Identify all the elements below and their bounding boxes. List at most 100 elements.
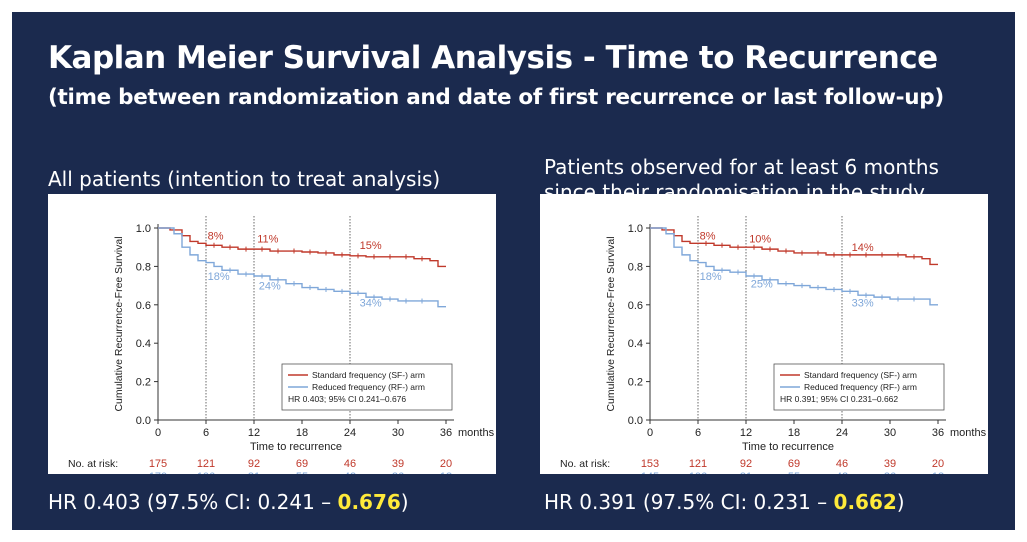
at-risk-reduced: 26	[884, 471, 896, 474]
at-risk-reduced: 18	[440, 471, 452, 474]
legend-hr-text: HR 0.403; 95% CI 0.241–0.676	[288, 394, 406, 404]
legend-entry: Standard frequency (SF-) arm	[804, 370, 917, 380]
x-tick-label: 18	[296, 427, 308, 439]
y-tick-label: 0.4	[628, 338, 643, 350]
hr-caption-2: HR 0.391 (97.5% CI: 0.231 – 0.662)	[544, 490, 905, 514]
y-tick-label: 0.6	[628, 300, 643, 312]
y-tick-label: 0.4	[136, 338, 151, 350]
percent-annotation: 8%	[700, 231, 716, 243]
legend-hr-text: HR 0.391; 95% CI 0.231–0.662	[780, 394, 898, 404]
legend-entry: Reduced frequency (RF-) arm	[312, 382, 425, 392]
at-risk-reduced: 18	[932, 471, 944, 474]
at-risk-standard: 175	[149, 458, 167, 470]
x-tick-label: 6	[203, 427, 209, 439]
slide: Kaplan Meier Survival Analysis - Time to…	[12, 12, 1015, 530]
percent-annotation: 8%	[208, 231, 224, 243]
hr-caption-1: HR 0.403 (97.5% CI: 0.241 – 0.676)	[48, 490, 409, 514]
x-tick-label: 30	[392, 427, 404, 439]
chart-panel-1: 0.0 0.2 0.4 0.6 0.8 1.0 0 6 12 18 24 30 36 months Time…	[48, 194, 496, 483]
x-unit-label: months	[950, 427, 987, 439]
x-axis-title: Time to recurrence	[742, 441, 834, 453]
at-risk-reduced: 170	[149, 471, 167, 474]
at-risk-standard: 46	[836, 458, 848, 470]
percent-annotation: 33%	[852, 298, 874, 310]
percent-annotation: 18%	[700, 271, 722, 283]
at-risk-standard: 46	[344, 458, 356, 470]
x-axis-title: Time to recurrence	[250, 441, 342, 453]
x-tick-label: 24	[836, 427, 848, 439]
hr-caption-1-suffix: )	[400, 490, 409, 514]
x-tick-label: 0	[155, 427, 161, 439]
percent-annotation: 24%	[259, 280, 281, 292]
hr-caption-1-bound: 0.676	[337, 490, 401, 514]
hr-caption-2-bound: 0.662	[833, 490, 897, 514]
x-tick-label: 12	[740, 427, 752, 439]
at-risk-standard: 121	[689, 458, 707, 470]
percent-annotation: 15%	[360, 240, 382, 252]
x-tick-label: 12	[248, 427, 260, 439]
at-risk-standard: 39	[392, 458, 404, 470]
at-risk-reduced: 55	[296, 471, 308, 474]
at-risk-label: No. at risk:	[68, 458, 118, 470]
at-risk-standard: 20	[440, 458, 452, 470]
at-risk-standard: 39	[884, 458, 896, 470]
at-risk-reduced: 42	[344, 471, 356, 474]
percent-annotation: 10%	[749, 233, 771, 245]
at-risk-reduced: 81	[248, 471, 260, 474]
slide-subtitle: (time between randomization and date of …	[48, 85, 944, 110]
panel-1-title: All patients (intention to treat analysi…	[48, 167, 440, 192]
km-chart-all-patients: 0.0 0.2 0.4 0.6 0.8 1.0 0 6 12 18 24 30 36 months Time…	[68, 216, 495, 483]
x-tick-label: 36	[932, 427, 944, 439]
percent-annotation: 25%	[751, 279, 773, 291]
at-risk-standard: 92	[248, 458, 260, 470]
percent-annotation: 34%	[360, 298, 382, 310]
at-risk-standard: 69	[296, 458, 308, 470]
at-risk-reduced: 106	[689, 471, 707, 474]
panel-2-title: Patients observed for at least 6 months …	[544, 155, 939, 205]
legend-entry: Standard frequency (SF-) arm	[312, 370, 425, 380]
at-risk-reduced: 26	[392, 471, 404, 474]
km-line-reduced	[650, 227, 938, 306]
chart-panel-2: 0.0 0.2 0.4 0.6 0.8 1.0 0 6 12 18 24 30 36 months Time…	[540, 194, 988, 483]
at-risk-standard: 69	[788, 458, 800, 470]
at-risk-standard: 20	[932, 458, 944, 470]
at-risk-reduced: 106	[197, 471, 215, 474]
at-risk-standard: 121	[197, 458, 215, 470]
y-tick-label: 0.2	[628, 377, 643, 389]
y-tick-label: 0.0	[628, 415, 643, 427]
km-line-standard	[650, 227, 938, 266]
x-tick-label: 6	[695, 427, 701, 439]
percent-annotation: 11%	[257, 233, 278, 245]
y-axis-title: Cumulative Recurrence-Free Survival	[605, 236, 617, 411]
y-tick-label: 0.0	[136, 415, 151, 427]
at-risk-reduced: 42	[836, 471, 848, 474]
y-tick-label: 0.8	[628, 261, 643, 273]
y-tick-label: 0.2	[136, 377, 151, 389]
x-tick-label: 0	[647, 427, 653, 439]
x-tick-label: 30	[884, 427, 896, 439]
km-chart-observed-6-months: 0.0 0.2 0.4 0.6 0.8 1.0 0 6 12 18 24 30 36 months Time…	[560, 216, 987, 483]
at-risk-reduced: 81	[740, 471, 752, 474]
legend-box	[773, 363, 945, 411]
x-unit-label: months	[458, 427, 495, 439]
panel-2-title-line-1: Patients observed for at least 6 months	[544, 155, 939, 179]
slide-title: Kaplan Meier Survival Analysis - Time to…	[48, 40, 938, 76]
hr-caption-1-prefix: HR 0.403 (97.5% CI: 0.241 –	[48, 490, 338, 514]
hr-caption-2-prefix: HR 0.391 (97.5% CI: 0.231 –	[544, 490, 834, 514]
x-tick-label: 24	[344, 427, 356, 439]
percent-annotation: 18%	[208, 271, 230, 283]
y-tick-label: 1.0	[628, 223, 643, 235]
at-risk-standard: 92	[740, 458, 752, 470]
at-risk-reduced: 145	[641, 471, 659, 474]
hr-caption-2-suffix: )	[896, 490, 905, 514]
x-tick-label: 18	[788, 427, 800, 439]
y-axis-title: Cumulative Recurrence-Free Survival	[113, 236, 125, 411]
y-tick-label: 1.0	[136, 223, 151, 235]
y-tick-label: 0.8	[136, 261, 151, 273]
at-risk-reduced: 55	[788, 471, 800, 474]
y-tick-label: 0.6	[136, 300, 151, 312]
at-risk-label: No. at risk:	[560, 458, 610, 470]
legend-entry: Reduced frequency (RF-) arm	[804, 382, 917, 392]
legend-box	[281, 363, 453, 411]
panel-1-title-line: All patients (intention to treat analysi…	[48, 167, 441, 191]
